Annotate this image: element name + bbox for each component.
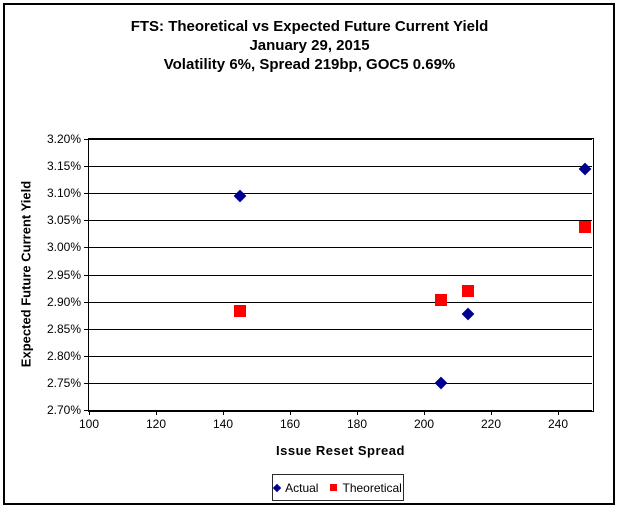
y-tick-label: 3.05% [46, 213, 81, 227]
x-tick-mark [223, 411, 224, 415]
y-tick-label: 3.10% [46, 186, 81, 200]
chart-subtitle-params: Volatility 6%, Spread 219bp, GOC5 0.69% [163, 56, 456, 73]
y-tick-mark [84, 275, 89, 276]
x-tick-mark [491, 411, 492, 415]
diamond-marker-icon [272, 483, 282, 492]
y-tick-label: 3.15% [46, 159, 81, 173]
x-tick-label: 180 [346, 417, 368, 431]
y-tick-label: 2.70% [46, 403, 81, 417]
y-tick-label: 2.95% [46, 268, 81, 282]
y-tick-mark [84, 302, 89, 303]
x-tick-label: 140 [212, 417, 234, 431]
y-tick-mark [84, 247, 89, 248]
y-gridline [89, 383, 592, 384]
data-point-theoretical[interactable] [579, 220, 592, 233]
chart-title-block: FTS: Theoretical vs Expected Future Curr… [0, 17, 619, 74]
y-tick-mark [84, 383, 89, 384]
x-tick-label: 160 [279, 417, 301, 431]
x-tick-label: 220 [480, 417, 502, 431]
legend-label-actual: Actual [285, 480, 319, 495]
y-tick-label: 3.00% [46, 240, 81, 254]
legend-item-theoretical[interactable]: Theoretical [330, 480, 402, 495]
x-tick-label: 200 [413, 417, 435, 431]
y-tick-label: 2.90% [46, 295, 81, 309]
y-gridline [89, 139, 592, 140]
data-point-theoretical[interactable] [435, 293, 448, 306]
chart-subtitle-date: January 29, 2015 [249, 37, 370, 54]
x-axis-title: Issue Reset Spread [276, 443, 405, 458]
chart-title: FTS: Theoretical vs Expected Future Curr… [130, 18, 489, 35]
y-gridline [89, 410, 592, 411]
data-point-theoretical[interactable] [461, 284, 474, 297]
x-tick-label: 240 [547, 417, 569, 431]
y-tick-label: 2.80% [46, 349, 81, 363]
y-gridline [89, 166, 592, 167]
legend-box[interactable]: Actual Theoretical [272, 474, 404, 501]
y-gridline [89, 356, 592, 357]
y-gridline [89, 247, 592, 248]
x-tick-label: 100 [78, 417, 100, 431]
y-tick-mark [84, 356, 89, 357]
y-gridline [89, 302, 592, 303]
legend-label-theoretical: Theoretical [342, 480, 402, 495]
square-marker-icon [330, 484, 338, 491]
y-tick-mark [84, 220, 89, 221]
y-tick-mark [84, 329, 89, 330]
y-tick-mark [84, 193, 89, 194]
y-gridline [89, 329, 592, 330]
x-tick-mark [290, 411, 291, 415]
x-tick-mark [558, 411, 559, 415]
y-tick-label: 2.75% [46, 376, 81, 390]
legend-item-actual[interactable]: Actual [272, 480, 319, 495]
y-gridline [89, 220, 592, 221]
y-gridline [89, 275, 592, 276]
y-gridline [89, 193, 592, 194]
data-point-theoretical[interactable] [233, 305, 246, 318]
x-tick-label: 120 [145, 417, 167, 431]
x-tick-mark [357, 411, 358, 415]
x-tick-mark [89, 411, 90, 415]
y-tick-mark [84, 410, 89, 411]
x-tick-mark [424, 411, 425, 415]
y-tick-mark [84, 139, 89, 140]
y-tick-mark [84, 166, 89, 167]
y-tick-label: 3.20% [46, 132, 81, 146]
y-tick-label: 2.85% [46, 322, 81, 336]
x-tick-mark [156, 411, 157, 415]
